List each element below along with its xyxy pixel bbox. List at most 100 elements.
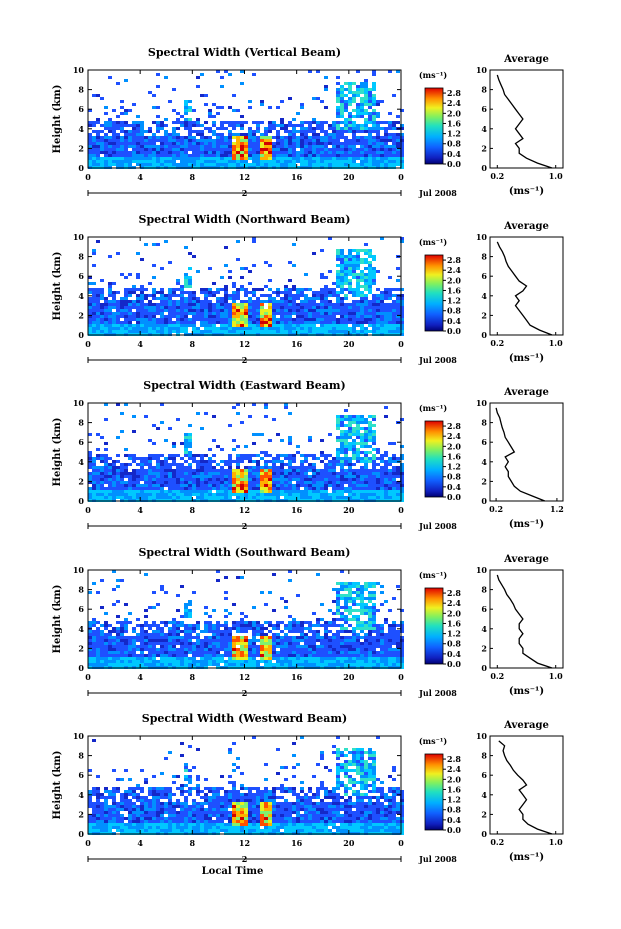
heatmap-cell: [364, 493, 368, 496]
heatmap-cell: [208, 136, 212, 139]
heatmap-cell: [252, 651, 256, 654]
heatmap-cell: [376, 270, 380, 273]
heatmap-cell: [368, 252, 372, 255]
heatmap-cell: [116, 663, 120, 666]
heatmap-cell: [172, 475, 176, 478]
heatmap-cell: [348, 279, 352, 282]
heatmap-cell: [308, 490, 312, 493]
heatmap-cell: [364, 321, 368, 324]
heatmap-cell: [216, 139, 220, 142]
heatmap-cell: [92, 252, 96, 255]
heatmap-cell: [136, 127, 140, 130]
heatmap-cell: [112, 312, 116, 315]
heatmap-cell: [112, 163, 116, 166]
heatmap-cell: [92, 327, 96, 330]
heatmap-cell: [112, 663, 116, 666]
heatmap-cell: [140, 300, 144, 303]
heatmap-cell: [96, 454, 100, 457]
heatmap-cell: [336, 294, 340, 297]
heatmap-cell: [164, 154, 168, 157]
heatmap-cell: [236, 309, 240, 312]
heatmap-cell: [304, 315, 308, 318]
heatmap-cell: [164, 657, 168, 660]
heatmap-cell: [364, 258, 368, 261]
heatmap-cell: [392, 148, 396, 151]
heatmap-cell: [152, 457, 156, 460]
heatmap-cell: [232, 127, 236, 130]
heatmap-cell: [336, 424, 340, 427]
heatmap-cell: [360, 490, 364, 493]
heatmap-cell: [368, 97, 372, 100]
heatmap-cell: [368, 279, 372, 282]
heatmap-cell: [92, 618, 96, 621]
heatmap-cell: [96, 136, 100, 139]
heatmap-cell: [208, 300, 212, 303]
heatmap-cell: [160, 648, 164, 651]
heatmap-cell: [212, 148, 216, 151]
heatmap-cell: [204, 121, 208, 124]
heatmap-cell: [344, 100, 348, 103]
heatmap-cell: [204, 645, 208, 648]
heatmap-cell: [312, 490, 316, 493]
heatmap-cell: [248, 457, 252, 460]
heatmap-cell: [164, 484, 168, 487]
heatmap-cell: [248, 481, 252, 484]
heatmap-cell: [384, 478, 388, 481]
heatmap-cell: [196, 148, 200, 151]
heatmap-cell: [208, 312, 212, 315]
heatmap-cell: [348, 264, 352, 267]
heatmap-cell: [152, 630, 156, 633]
heatmap-cell: [280, 142, 284, 145]
heatmap-cell: [152, 136, 156, 139]
heatmap-cell: [392, 457, 396, 460]
heatmap-cell: [88, 124, 92, 127]
heatmap-cell: [312, 121, 316, 124]
heatmap-cell: [264, 451, 268, 454]
heatmap-cell: [184, 330, 188, 333]
profile-y-tick-label: 2: [481, 476, 487, 486]
heatmap-cell: [344, 136, 348, 139]
heatmap-cell: [184, 484, 188, 487]
heatmap-cell: [216, 660, 220, 663]
heatmap-cell: [204, 330, 208, 333]
heatmap-cell: [140, 160, 144, 163]
heatmap-cell: [268, 487, 272, 490]
heatmap-cell: [336, 94, 340, 97]
heatmap-cell: [360, 478, 364, 481]
heatmap-cell: [268, 630, 272, 633]
heatmap-cell: [220, 487, 224, 490]
heatmap-cell: [348, 312, 352, 315]
heatmap-cell: [136, 645, 140, 648]
heatmap-cell: [112, 645, 116, 648]
heatmap-cell: [276, 469, 280, 472]
heatmap-cell: [276, 294, 280, 297]
heatmap-cell: [204, 139, 208, 142]
heatmap-cell: [132, 136, 136, 139]
heatmap-cell: [120, 463, 124, 466]
heatmap-cell: [104, 418, 108, 421]
heatmap-cell: [372, 142, 376, 145]
heatmap-cell: [104, 457, 108, 460]
heatmap-cell: [148, 487, 152, 490]
heatmap-cell: [352, 291, 356, 294]
heatmap-cell: [120, 121, 124, 124]
heatmap-cell: [372, 439, 376, 442]
heatmap-cell: [200, 133, 204, 136]
heatmap-cell: [236, 445, 240, 448]
heatmap-cell: [112, 475, 116, 478]
heatmap-cell: [288, 436, 292, 439]
heatmap-cell: [400, 151, 404, 154]
heatmap-cell: [320, 145, 324, 148]
heatmap-cell: [112, 627, 116, 630]
heatmap-cell: [368, 318, 372, 321]
heatmap-cell: [124, 133, 128, 136]
heatmap-cell: [92, 94, 96, 97]
heatmap-cell: [188, 651, 192, 654]
heatmap-cell: [248, 639, 252, 642]
heatmap-cell: [128, 621, 132, 624]
heatmap-cell: [332, 124, 336, 127]
heatmap-cell: [108, 288, 112, 291]
heatmap-cell: [348, 97, 352, 100]
heatmap-cell: [152, 330, 156, 333]
heatmap-cell: [228, 324, 232, 327]
